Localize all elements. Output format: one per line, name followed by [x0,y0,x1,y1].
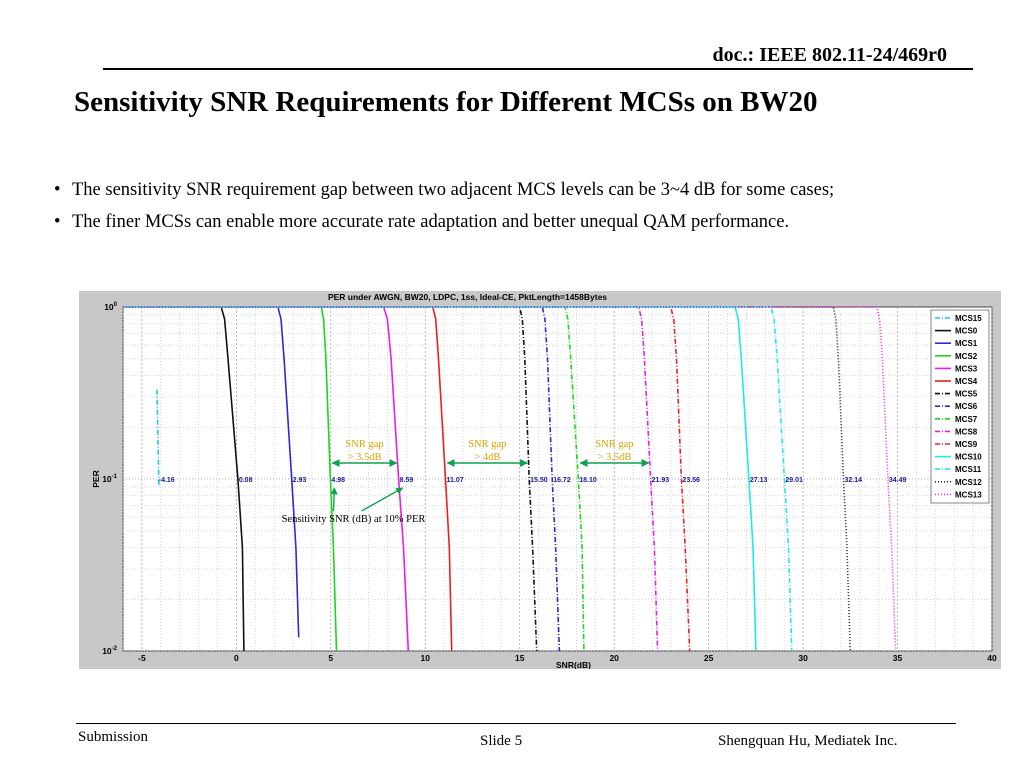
x-tick-label: 5 [328,653,333,663]
legend-entry: MCS12 [955,478,982,487]
x-tick-label: 0 [234,653,239,663]
y-axis-label: PER [91,470,101,487]
footer-submission: Submission [78,729,149,745]
sensitivity-label: 23.56 [682,477,700,484]
x-tick-label: 15 [515,653,525,663]
legend-entry: MCS1 [955,339,978,348]
sensitivity-label: 29.01 [785,477,803,484]
per-chart: PER under AWGN, BW20, LDPC, 1ss, Ideal-C… [91,292,997,669]
legend-box [930,309,990,504]
sensitivity-label: 8.59 [400,477,414,484]
bullet-list: • The sensitivity SNR requirement gap be… [50,174,834,238]
gap-label: SNR gap [595,439,633,450]
per-chart-figure: PER under AWGN, BW20, LDPC, 1ss, Ideal-C… [79,291,1001,669]
legend-entry: MCS8 [955,427,978,436]
legend: MCS15 MCS0 MCS1 MCS2 MCS3 MCS4 MCS5 MCS6 MCS7 MCS… [930,309,990,504]
series-line-mcs12 [123,306,852,652]
legend-entry: MCS2 [955,352,978,361]
bullet-text: The finer MCSs can enable more accurate … [72,212,790,232]
sensitivity-label: 32.14 [845,477,863,484]
legend-entry: MCS0 [955,327,978,336]
legend-entry: MCS3 [955,364,978,373]
legend-entry: MCS11 [955,465,982,474]
legend-entry: MCS4 [955,377,978,386]
bullet-text: The sensitivity SNR requirement gap betw… [72,180,835,200]
series-line-mcs8 [123,306,659,652]
gap-label: > 3.5dB [348,452,382,463]
sensitivity-label: 0.08 [239,477,253,484]
y-tick-label: 10-1 [102,474,117,484]
sensitivity-label: 27.13 [750,477,768,484]
x-tick-label: -5 [138,653,146,663]
x-axis-label: SNR(dB) [556,660,591,669]
legend-entry: MCS7 [955,415,978,424]
chart-title: PER under AWGN, BW20, LDPC, 1ss, Ideal-C… [328,292,607,302]
bullet-dot-icon: • [54,180,61,200]
legend-entry: MCS6 [955,402,978,411]
series-line-mcs5 [123,306,538,652]
y-tick-label: 10-2 [102,646,117,656]
sensitivity-labels: -4.16 0.08 2.93 4.98 8.59 11.07 15.50 16.72 18.1… [159,477,907,484]
sensitivity-label: 2.93 [293,477,307,484]
sensitivity-label: 4.98 [331,477,345,484]
header-divider [103,68,973,70]
legend-entry: MCS5 [955,390,978,399]
series-line-mcs15 [156,389,160,487]
sensitivity-note: Sensitivity SNR (dB) at 10% PER [282,514,426,525]
legend-entry: MCS10 [955,453,982,462]
series-line-mcs6 [123,306,561,652]
sensitivity-label: -4.16 [159,477,175,484]
grid [122,307,993,652]
x-tick-label: 30 [798,653,808,663]
bullet-dot-icon: • [54,212,61,232]
gap-label: SNR gap [468,439,506,450]
footer-divider [76,723,956,724]
slide-title: Sensitivity SNR Requirements for Differe… [74,86,818,118]
x-tick-label: 35 [893,653,903,663]
x-tick-label: 40 [987,653,997,663]
annotations: SNR gap > 3.5dB SNR gap > 4dB SNR gap > 3.5dB… [282,439,650,525]
sensitivity-label: 11.07 [446,477,463,484]
document-id: doc.: IEEE 802.11-24/469r0 [712,44,947,66]
legend-entry: MCS15 [955,314,982,323]
gap-label: > 4dB [474,452,500,463]
gap-label: > 3.5dB [597,452,631,463]
gap-label: SNR gap [345,439,383,450]
bullet-item: • The finer MCSs can enable more accurat… [50,206,834,238]
x-tick-label: 10 [421,653,431,663]
sensitivity-label: 18.10 [579,477,597,484]
series-curves [123,306,897,652]
x-tick-label: 20 [609,653,619,663]
sensitivity-label: 16.72 [553,477,571,484]
footer-author: Shengquan Hu, Mediatek Inc. [718,733,898,749]
legend-entry: MCS9 [955,440,978,449]
note-arrow [330,487,338,512]
legend-entry: MCS13 [955,490,982,499]
note-arrow [361,487,404,512]
sensitivity-label: 15.50 [530,477,548,484]
sensitivity-label: 34.49 [889,477,907,484]
series-line-mcs13 [123,306,897,652]
bullet-item: • The sensitivity SNR requirement gap be… [50,174,834,206]
sensitivity-label: 21.93 [652,477,670,484]
footer-slide-number: Slide 5 [480,733,523,749]
x-tick-label: 25 [704,653,714,663]
y-tick-label: 100 [104,302,117,312]
